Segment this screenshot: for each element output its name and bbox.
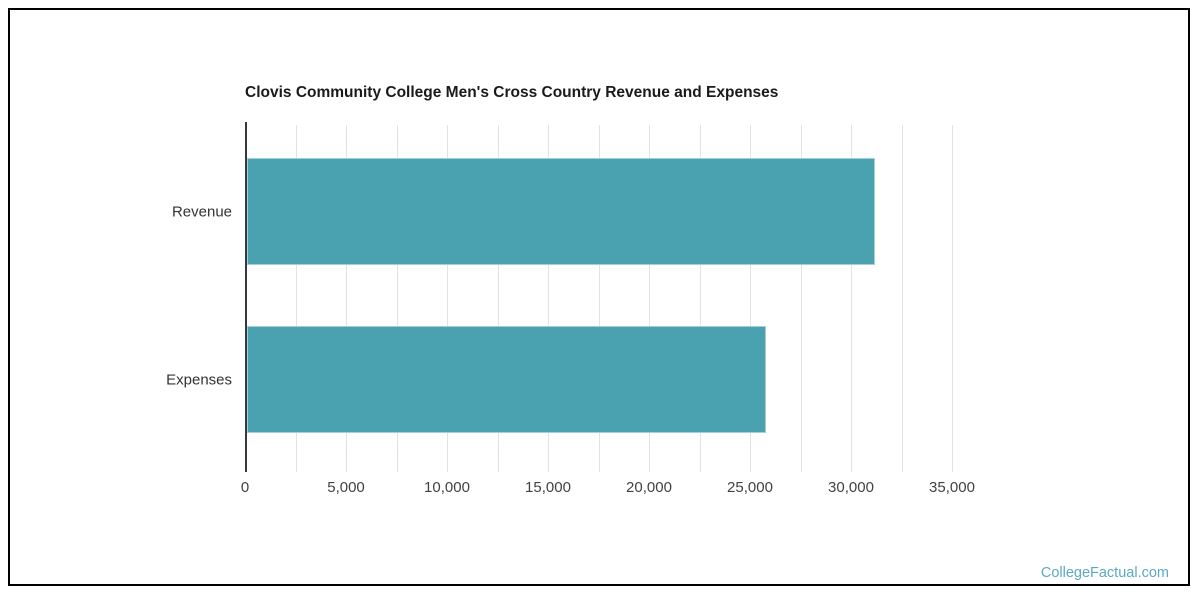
bar-expenses bbox=[247, 326, 766, 433]
grid-line bbox=[952, 125, 953, 472]
y-axis-line bbox=[245, 122, 247, 472]
x-tick-label: 30,000 bbox=[828, 479, 874, 496]
x-tick-label: 10,000 bbox=[424, 479, 470, 496]
grid-line bbox=[649, 125, 650, 472]
chart-title: Clovis Community College Men's Cross Cou… bbox=[245, 84, 779, 101]
grid-line bbox=[447, 125, 448, 472]
plot-area bbox=[245, 122, 953, 472]
grid-line bbox=[851, 125, 852, 472]
x-tick-label: 15,000 bbox=[525, 479, 571, 496]
grid-line bbox=[396, 125, 398, 472]
grid-line bbox=[699, 125, 701, 472]
watermark-link[interactable]: CollegeFactual.com bbox=[1040, 565, 1169, 581]
grid-line bbox=[346, 125, 347, 472]
grid-line bbox=[750, 125, 751, 472]
grid-line bbox=[548, 125, 549, 472]
grid-line bbox=[497, 125, 499, 472]
bar-revenue bbox=[247, 158, 875, 265]
grid-line bbox=[598, 125, 600, 472]
x-tick-label: 0 bbox=[240, 479, 250, 496]
category-label-expenses: Expenses bbox=[166, 371, 232, 388]
category-label-revenue: Revenue bbox=[171, 203, 232, 220]
x-tick-label: 5,000 bbox=[327, 479, 365, 496]
x-tick-label: 35,000 bbox=[929, 479, 975, 496]
grid-line bbox=[295, 125, 297, 472]
x-tick-label: 20,000 bbox=[626, 479, 672, 496]
x-tick-label: 25,000 bbox=[727, 479, 773, 496]
grid-line bbox=[800, 125, 802, 472]
grid-line bbox=[901, 125, 903, 472]
